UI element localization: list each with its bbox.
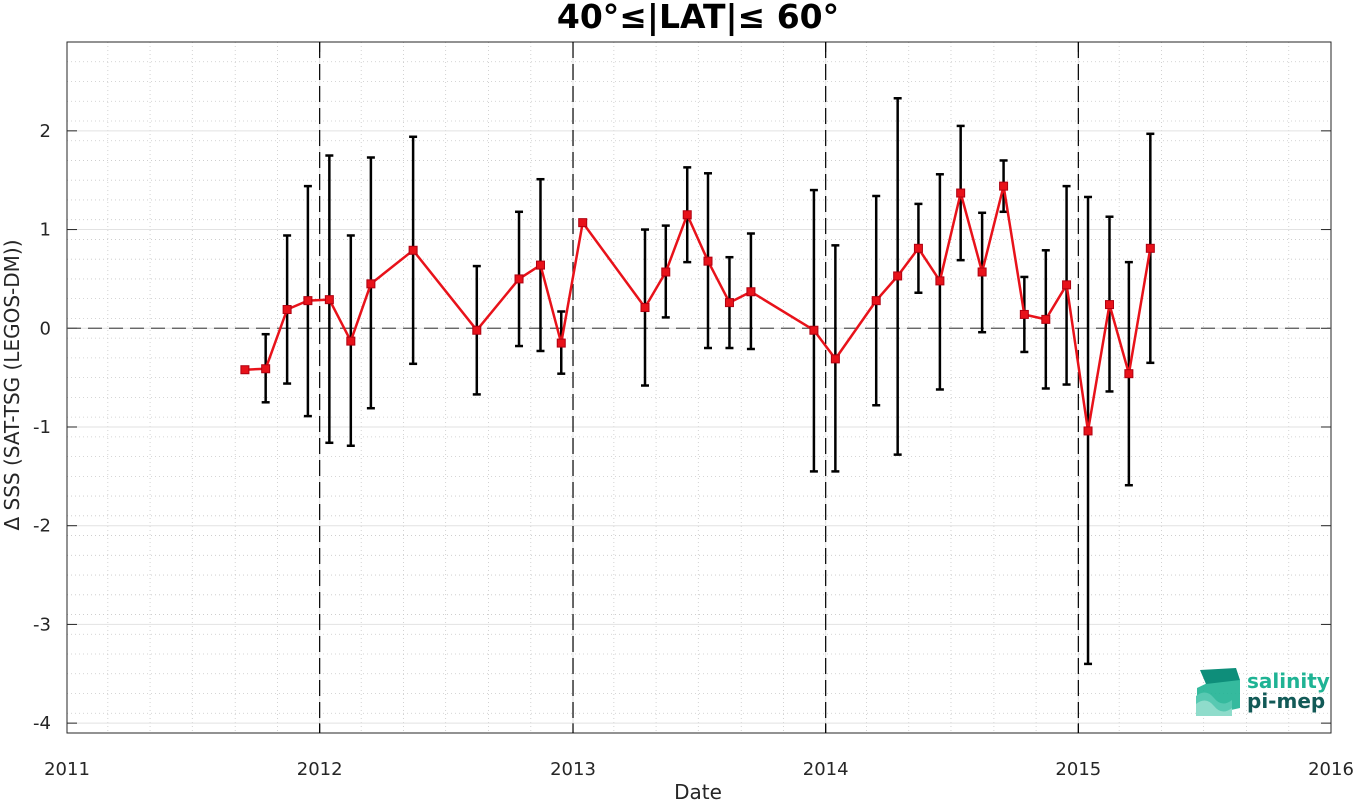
y-tick-label: -3 — [33, 614, 51, 635]
y-tick-label: -1 — [33, 417, 51, 438]
data-point-marker — [661, 267, 671, 277]
series-line-path — [244, 184, 1152, 433]
x-tick-label: 2016 — [1308, 759, 1354, 780]
data-point-marker — [999, 181, 1009, 191]
data-point-marker — [1083, 426, 1093, 436]
logo: salinity pi-mep — [1196, 668, 1330, 716]
data-point-marker — [282, 305, 292, 315]
data-point-marker — [682, 210, 692, 220]
x-tick-label: 2012 — [297, 759, 343, 780]
tick-labels: -4 -3 -2 -1 0 1 2 2011 2012 2013 2014 2015 2016 — [33, 121, 1354, 780]
data-point-marker — [830, 354, 840, 364]
data-point-marker — [871, 296, 881, 306]
y-tick-label: 1 — [40, 220, 51, 241]
data-point-marker — [1041, 314, 1051, 324]
data-point-marker — [366, 279, 376, 289]
data-point-marker — [1019, 309, 1029, 319]
data-point-marker — [724, 298, 734, 308]
x-axis-label: Date — [674, 780, 722, 801]
error-bars — [261, 97, 1155, 666]
data-point-marker — [408, 245, 418, 255]
axes-frame — [66, 41, 1332, 734]
data-point-marker — [1124, 369, 1134, 379]
data-point-marker — [746, 287, 756, 297]
reference-lines — [67, 42, 1331, 733]
data-point-marker — [303, 296, 313, 306]
data-point-marker — [913, 243, 923, 253]
data-point-marker — [893, 271, 903, 281]
plot-frame — [66, 41, 1332, 734]
grid — [66, 41, 1332, 734]
x-tick-label: 2015 — [1055, 759, 1101, 780]
data-point-marker — [472, 325, 482, 335]
y-tick-label: 0 — [40, 318, 51, 339]
data-point-marker — [935, 276, 945, 286]
data-point-marker — [1062, 280, 1072, 290]
y-axis-label: Δ SSS (SAT-TSG (LEGOS-DM)) — [0, 239, 24, 530]
data-point-marker — [1104, 300, 1114, 310]
data-point-marker — [640, 303, 650, 313]
data-point-marker — [578, 218, 588, 228]
data-point-marker — [514, 274, 524, 284]
data-point-marker — [535, 260, 545, 270]
data-point-marker — [240, 365, 250, 375]
data-point-marker — [346, 336, 356, 346]
data-point-marker — [556, 338, 566, 348]
x-tick-label: 2011 — [44, 759, 90, 780]
data-point-marker — [809, 325, 819, 335]
chart-title: 40°≤|LAT|≤ 60° — [557, 0, 839, 36]
data-point-marker — [956, 188, 966, 198]
y-tick-label: -4 — [33, 713, 51, 734]
data-point-marker — [1145, 243, 1155, 253]
data-point-marker — [703, 256, 713, 266]
data-point-marker — [977, 267, 987, 277]
y-tick-label: -2 — [33, 516, 51, 537]
data-point-marker — [261, 364, 271, 374]
y-tick-label: 2 — [40, 121, 51, 142]
logo-wave-icon — [1196, 668, 1240, 716]
series-markers — [240, 181, 1155, 436]
series-line — [244, 184, 1152, 433]
logo-text-line1: salinity — [1247, 669, 1330, 693]
logo-text-line2: pi-mep — [1247, 689, 1325, 713]
x-tick-label: 2014 — [803, 759, 849, 780]
x-tick-label: 2013 — [550, 759, 596, 780]
data-point-marker — [324, 295, 334, 305]
